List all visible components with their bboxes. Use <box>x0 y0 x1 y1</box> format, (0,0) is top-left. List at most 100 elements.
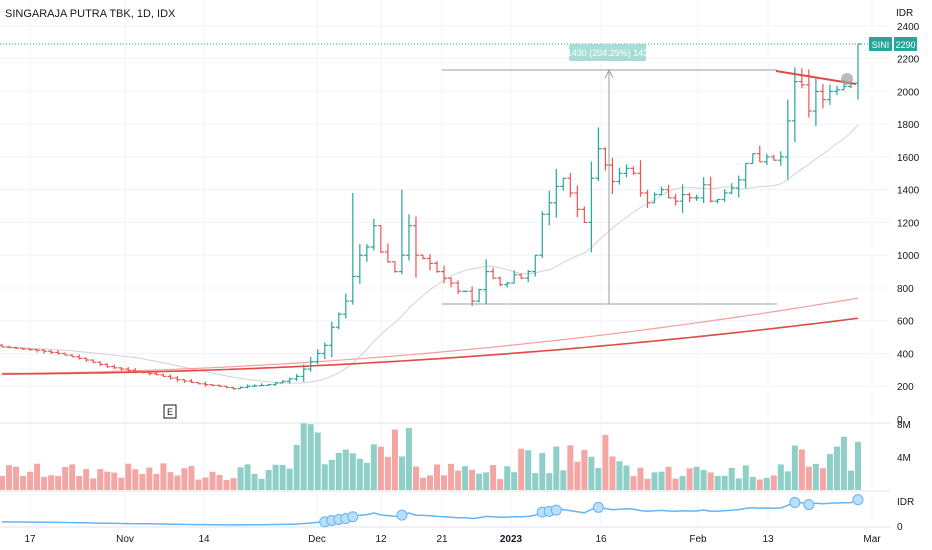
symbol-badge: SINI <box>872 40 890 50</box>
ohlc-bar <box>153 371 160 376</box>
volume-bar <box>763 477 770 490</box>
volume-bar <box>728 467 735 490</box>
ohlc-bar <box>546 190 553 226</box>
indicator-marker <box>803 499 815 511</box>
volume-bar <box>160 463 167 490</box>
volume-bar <box>104 471 111 490</box>
volume-bar <box>293 444 300 490</box>
ohlc-bar <box>700 177 707 204</box>
ohlc-bar <box>279 380 286 384</box>
ohlc-bar <box>307 356 314 372</box>
ohlc-bar <box>658 186 665 196</box>
time-tick-label: 13 <box>762 534 774 545</box>
ohlc-bar <box>293 374 300 382</box>
ohlc-bar <box>34 348 41 353</box>
ohlc-bar <box>0 343 5 348</box>
volume-bar <box>637 467 644 490</box>
ohlc-bar <box>504 282 511 288</box>
ohlc-bar <box>532 254 539 277</box>
volume-bar <box>55 476 62 490</box>
volume-bar <box>805 466 812 490</box>
time-tick-label: 16 <box>595 534 607 545</box>
volume-bar <box>623 465 630 490</box>
ohlc-bar <box>483 259 490 305</box>
ohlc-bar <box>581 206 588 224</box>
volume-bar <box>855 441 861 490</box>
ohlc-bar <box>686 192 693 203</box>
ohlc-bar <box>553 168 560 218</box>
ohlc-bar <box>742 162 749 189</box>
indicator-marker <box>550 504 562 516</box>
volume-bar <box>188 466 195 490</box>
volume-bar <box>455 470 462 490</box>
volume-bar <box>391 429 398 490</box>
ohlc-bar <box>237 386 244 390</box>
ohlc-bar <box>539 211 546 258</box>
ohlc-bar <box>321 342 328 360</box>
volume-bar <box>27 471 34 490</box>
volume-bar <box>798 449 805 490</box>
volume-bar <box>679 476 686 490</box>
volume-bar <box>76 475 83 490</box>
volume-bar <box>139 473 146 490</box>
time-tick-label: Nov <box>116 534 134 545</box>
ohlc-bar <box>349 192 356 305</box>
volume-bar <box>230 478 237 490</box>
axes: 2400220020001800160014001200100080060040… <box>24 22 919 545</box>
volume-bar <box>665 466 672 490</box>
volume-bar <box>202 477 209 490</box>
ohlc-bar <box>784 99 791 180</box>
indicator-tick-label: 0 <box>897 522 903 533</box>
volume-bar <box>448 463 455 490</box>
last-price-value: 2290 <box>895 40 915 50</box>
ohlc-bars <box>0 43 861 390</box>
volume-bar <box>83 469 90 490</box>
ohlc-bar <box>644 189 651 208</box>
ohlc-bar <box>209 384 216 387</box>
ohlc-bar <box>370 218 377 251</box>
volume-bar <box>595 467 602 490</box>
ohlc-bar <box>48 349 55 355</box>
ohlc-bar <box>188 378 195 384</box>
svg-text:E: E <box>167 407 173 417</box>
volume-bar <box>216 474 223 490</box>
volume-bar <box>265 469 272 490</box>
volume-bar <box>707 472 714 490</box>
ohlc-bar <box>125 367 132 373</box>
ohlc-bar <box>76 354 83 360</box>
volume-bar <box>567 445 574 490</box>
ohlc-bar <box>174 376 181 382</box>
volume-bar <box>497 479 504 490</box>
ohlc-bar <box>441 265 448 284</box>
volume-bar <box>476 473 483 490</box>
volume-bar <box>616 461 623 490</box>
volume-bar <box>812 463 819 490</box>
ohlc-bar <box>27 348 34 351</box>
volume-bar <box>840 436 847 490</box>
measure-label: 1430 (204.29%) 143 <box>567 44 648 61</box>
ohlc-bar <box>574 185 581 218</box>
volume-bar <box>826 454 833 490</box>
ohlc-bar <box>258 383 265 387</box>
ohlc-bar <box>525 270 532 283</box>
indicator-marker <box>347 511 359 523</box>
ohlc-bar <box>518 273 525 280</box>
price-tick-label: 1000 <box>897 251 920 262</box>
volume-bar <box>777 464 784 490</box>
last-price-badge: SINI 2290 <box>869 37 917 51</box>
ohlc-bar <box>791 67 798 143</box>
ohlc-bar <box>160 373 167 378</box>
volume-bar <box>125 463 132 490</box>
earnings-marker[interactable]: E <box>163 404 177 419</box>
volume-bar <box>686 468 693 490</box>
ohlc-bar <box>462 290 469 293</box>
ma-20-line <box>1 124 859 384</box>
volume-bar <box>97 469 104 490</box>
chart-title: SINGARAJA PUTRA TBK, 1D, IDX <box>5 8 176 20</box>
volume-bar <box>34 463 41 490</box>
volume-bar <box>441 475 448 490</box>
ma-200-line <box>1 317 859 375</box>
volume-bar <box>742 465 749 490</box>
price-tick-label: 400 <box>897 349 914 360</box>
